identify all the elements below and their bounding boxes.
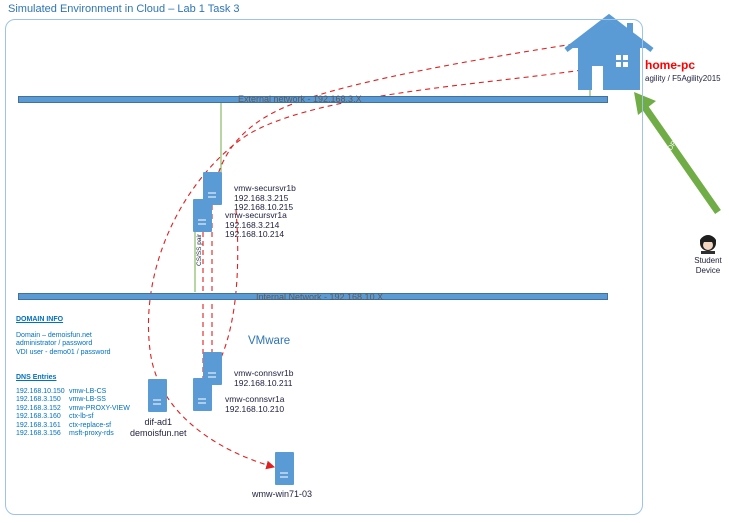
- host-domain: demoisfun.net: [130, 428, 187, 438]
- host-name: vmw-connsvr1b: [234, 368, 294, 378]
- host-name: dif-ad1: [144, 417, 173, 427]
- arrow-up-icon: [634, 92, 721, 215]
- dif-ad1-label: dif-ad1 demoisfun.net: [130, 417, 187, 439]
- host-name: vmw-secursvr1b: [234, 183, 296, 193]
- dns-entry-row: 192.168.3.152 vmw-PROXY-VIEW: [16, 405, 130, 413]
- dashed-secursvr-to-connsvr: [199, 209, 239, 396]
- dns-entry-row: 192.168.3.160 ctx-lb-sf: [16, 413, 130, 421]
- secursvr1a-label: vmw-secursvr1a 192.168.3.214 192.168.10.…: [225, 210, 287, 240]
- host-name: vmw-secursvr1a: [225, 210, 287, 220]
- dns-host: vmw-LB-CS: [69, 388, 107, 395]
- dns-entry-row: 192.168.3.150 vmw-LB-SS: [16, 396, 130, 404]
- domain-info-block: DOMAIN INFO Domain – demoisfun.net admin…: [16, 316, 111, 357]
- dns-ip: 192.168.3.156: [16, 430, 61, 438]
- host-ip: 192.168.10.210: [225, 403, 285, 414]
- dns-host: vmw-PROXY-VIEW: [69, 404, 130, 412]
- domain-info-line: Domain – demoisfun.net: [16, 332, 92, 339]
- dns-entries-block: DNS Entries 192.168.10.150 vmw-LB-CS 192.…: [16, 374, 130, 438]
- internal-network-label: Internal Network - 192.168.10.X: [256, 292, 384, 302]
- cs-ss-pair-label: CS/SS pair: [196, 233, 203, 266]
- domain-info-line: VDI user - demo01 / password: [16, 348, 111, 356]
- domain-info-heading: DOMAIN INFO: [16, 316, 64, 323]
- home-pc-label: home-pc: [645, 58, 696, 72]
- dns-ip: 192.168.3.150: [16, 396, 61, 404]
- connsvr1b-label: vmw-connsvr1b 192.168.10.211: [234, 368, 294, 388]
- dns-host: ctx-replace-sf: [69, 421, 112, 429]
- dns-entry-row: 192.168.10.150 vmw-LB-CS: [16, 388, 130, 396]
- house-icon: [564, 13, 654, 90]
- server-icon: [193, 199, 212, 232]
- dns-entries-heading: DNS Entries: [16, 374, 57, 381]
- secursvr1b-label: vmw-secursvr1b 192.168.3.215 192.168.10.…: [234, 183, 296, 213]
- diagram-title: Simulated Environment in Cloud – Lab 1 T…: [8, 3, 240, 15]
- external-network-label: External network - 192.168.3.X: [238, 94, 362, 104]
- dns-host: msft-proxy-rds: [69, 430, 114, 438]
- dns-ip: 192.168.3.161: [16, 421, 61, 429]
- connsvr1a-label: vmw-connsvr1a 192.168.10.210: [225, 394, 285, 414]
- host-ip: 192.168.10.211: [234, 377, 293, 388]
- host-ip: 192.168.3.214: [225, 219, 280, 230]
- dns-entry-row: 192.168.3.156 msft-proxy-rds: [16, 430, 130, 438]
- internal-network-bar: [18, 293, 608, 300]
- student-device-label: Student Device: [694, 256, 722, 275]
- dns-host: vmw-LB-SS: [69, 396, 106, 404]
- dns-entry-row: 192.168.3.161 ctx-replace-sf: [16, 422, 130, 430]
- host-ip: 192.168.3.215: [234, 192, 289, 203]
- vmware-label: VMware: [248, 335, 291, 347]
- dashed-path-home-to-win71: [147, 69, 583, 470]
- home-pc-credentials: agility / F5Agility2015: [645, 74, 721, 83]
- domain-info-line: administrator / password: [16, 340, 93, 348]
- server-icon: [148, 379, 167, 412]
- server-icon: [193, 378, 212, 411]
- dns-ip: 192.168.10.150: [16, 388, 65, 395]
- host-ip: 192.168.10.215: [234, 202, 294, 213]
- host-ip: 192.168.10.214: [225, 229, 285, 240]
- server-icon: [275, 452, 294, 485]
- win71-label: wmw-win71-03: [252, 489, 313, 499]
- server-icon: [203, 172, 222, 205]
- cloud-environment-frame: [5, 19, 643, 515]
- dns-ip: 192.168.3.160: [16, 413, 61, 421]
- person-icon: [700, 235, 716, 254]
- host-name: vmw-connsvr1a: [225, 394, 285, 404]
- dns-ip: 192.168.3.152: [16, 404, 61, 412]
- server-icon: [203, 352, 222, 385]
- external-network-bar: [18, 96, 608, 103]
- dns-host: ctx-lb-sf: [69, 413, 94, 421]
